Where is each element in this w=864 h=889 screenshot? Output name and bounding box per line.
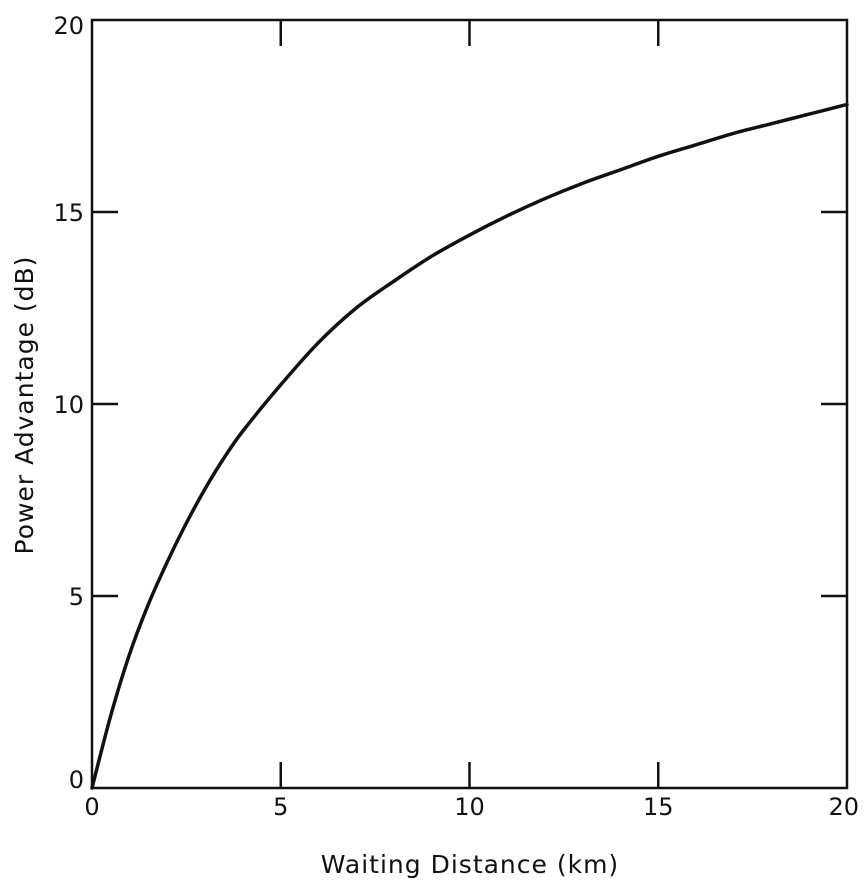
power-advantage-curve xyxy=(90,102,849,790)
y-tick-label: 5 xyxy=(69,583,84,611)
plot-frame xyxy=(90,18,849,790)
x-axis-title: Waiting Distance (km) xyxy=(321,850,619,879)
x-tick-label: 15 xyxy=(643,793,674,821)
y-tick-label: 0 xyxy=(69,766,84,794)
y-axis-title: Power Advantage (dB) xyxy=(10,256,39,555)
x-tick-label: 10 xyxy=(454,793,485,821)
x-tick-label: 5 xyxy=(273,793,288,821)
y-tick-label: 20 xyxy=(53,12,84,40)
y-tick-label: 15 xyxy=(53,199,84,227)
y-tick-label: 10 xyxy=(53,391,84,419)
x-tick-label: 0 xyxy=(84,793,99,821)
x-tick-label: 20 xyxy=(828,793,859,821)
